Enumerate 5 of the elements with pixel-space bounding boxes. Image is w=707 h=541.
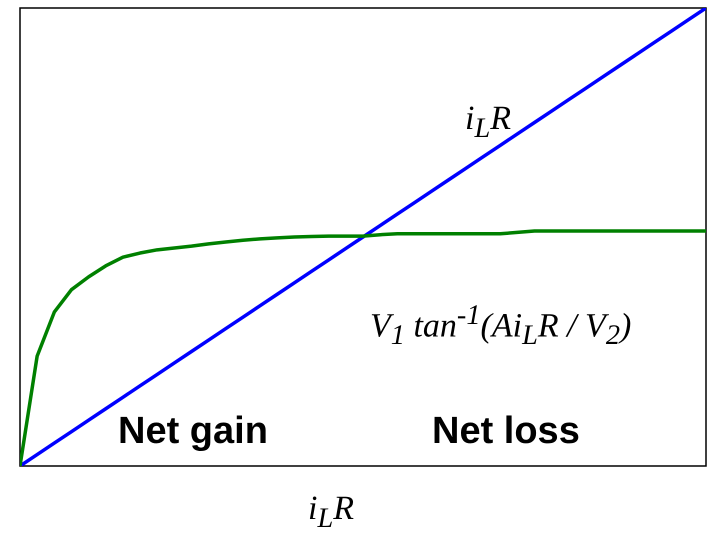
annotation: Net gain — [118, 410, 268, 453]
annotation: i$_{L}$R — [465, 100, 511, 145]
text: V$_{1}$ tan$^{-1}$(Ai$_{L}$R / V$_{2}$) — [370, 300, 632, 352]
x-axis-title: i$_{L}$R — [308, 490, 354, 535]
annotation: Net loss — [432, 410, 580, 453]
